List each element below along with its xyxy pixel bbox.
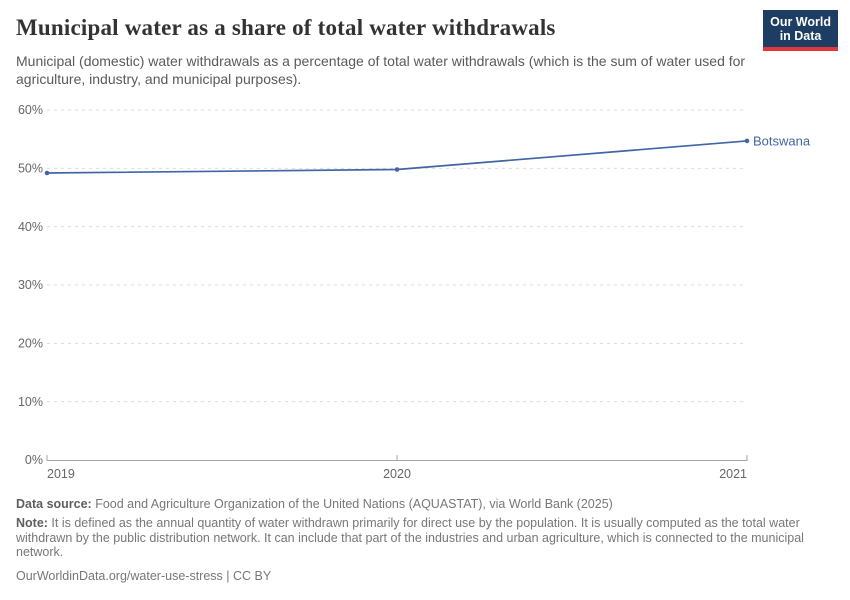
data-source-text: Food and Agriculture Organization of the…: [91, 497, 613, 511]
data-source-label: Data source:: [16, 497, 92, 511]
x-tick-label: 2019: [47, 467, 75, 481]
footer-url[interactable]: OurWorldinData.org/water-use-stress: [16, 569, 223, 583]
data-point[interactable]: [394, 167, 400, 172]
owid-logo: Our World in Data: [763, 10, 838, 51]
y-tick-label: 60%: [18, 103, 43, 117]
data-point[interactable]: [744, 138, 750, 144]
y-tick-label: 0%: [25, 453, 43, 467]
owid-logo-line1: Our World: [770, 15, 831, 29]
y-tick-label: 40%: [18, 220, 43, 234]
y-tick-label: 20%: [18, 337, 43, 351]
x-tick-label: 2021: [719, 467, 747, 481]
x-tick-label: 2020: [383, 467, 411, 481]
citation-line: OurWorldinData.org/water-use-stress | CC…: [16, 569, 836, 584]
y-tick-label: 50%: [18, 162, 43, 176]
license-label: CC BY: [232, 569, 272, 583]
x-axis: [46, 455, 748, 461]
entity-label[interactable]: Botswana: [753, 133, 811, 148]
page-title: Municipal water as a share of total wate…: [16, 15, 556, 40]
data-source-line: Data source: Food and Agriculture Organi…: [16, 497, 836, 512]
y-tick-label: 30%: [18, 278, 43, 292]
y-tick-label: 10%: [18, 395, 43, 409]
owid-logo-line2: in Data: [779, 29, 822, 43]
chart-subtitle: Municipal (domestic) water withdrawals a…: [16, 53, 746, 87]
note-label: Note:: [16, 516, 48, 530]
note-line: Note: It is defined as the annual quanti…: [16, 516, 836, 560]
data-point[interactable]: [44, 170, 50, 176]
footer-separator: |: [222, 569, 233, 583]
note-text: It is defined as the annual quantity of …: [16, 516, 804, 560]
